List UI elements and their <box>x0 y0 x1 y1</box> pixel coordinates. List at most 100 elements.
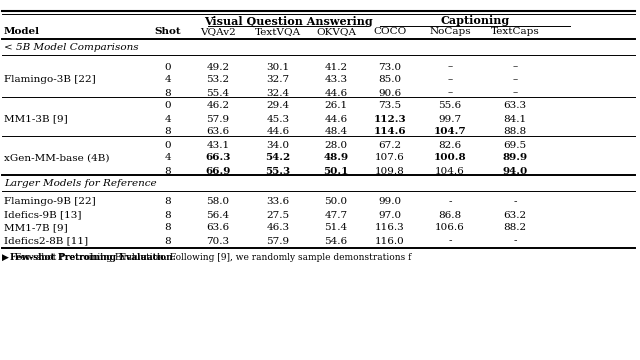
Text: Shot: Shot <box>155 27 181 36</box>
Text: 90.6: 90.6 <box>378 89 401 98</box>
Text: 54.2: 54.2 <box>266 153 291 162</box>
Text: 8: 8 <box>164 237 172 246</box>
Text: NoCaps: NoCaps <box>429 27 471 36</box>
Text: 48.4: 48.4 <box>324 127 348 136</box>
Text: –: – <box>447 63 452 72</box>
Text: Idefics-9B [13]: Idefics-9B [13] <box>4 211 81 220</box>
Text: Idefics2-8B [11]: Idefics2-8B [11] <box>4 237 88 246</box>
Text: MM1-3B [9]: MM1-3B [9] <box>4 114 68 123</box>
Text: 32.7: 32.7 <box>266 76 289 85</box>
Text: 116.0: 116.0 <box>375 237 405 246</box>
Text: 51.4: 51.4 <box>324 224 348 233</box>
Text: 104.6: 104.6 <box>435 166 465 175</box>
Text: 53.2: 53.2 <box>207 76 230 85</box>
Text: 94.0: 94.0 <box>502 166 527 175</box>
Text: < 5B Model Comparisons: < 5B Model Comparisons <box>4 44 139 53</box>
Text: 99.0: 99.0 <box>378 198 401 207</box>
Text: 8: 8 <box>164 198 172 207</box>
Text: 70.3: 70.3 <box>207 237 230 246</box>
Text: 48.9: 48.9 <box>323 153 349 162</box>
Text: Larger Models for Reference: Larger Models for Reference <box>4 180 157 189</box>
Text: OKVQA: OKVQA <box>316 27 356 36</box>
Text: –: – <box>513 89 518 98</box>
Text: Few-shot Pretroining Evaluation.: Few-shot Pretroining Evaluation. <box>10 252 176 261</box>
Text: TextVQA: TextVQA <box>255 27 301 36</box>
Text: 41.2: 41.2 <box>324 63 348 72</box>
Text: 89.9: 89.9 <box>502 153 527 162</box>
Text: –: – <box>447 89 452 98</box>
Text: 50.1: 50.1 <box>323 166 349 175</box>
Text: 63.6: 63.6 <box>207 224 230 233</box>
Text: 97.0: 97.0 <box>378 211 401 220</box>
Text: -: - <box>513 237 516 246</box>
Text: 73.0: 73.0 <box>378 63 401 72</box>
Text: –: – <box>447 76 452 85</box>
Text: 84.1: 84.1 <box>504 114 527 123</box>
Text: Flamingo-3B [22]: Flamingo-3B [22] <box>4 76 96 85</box>
Text: 112.3: 112.3 <box>374 114 406 123</box>
Text: 32.4: 32.4 <box>266 89 289 98</box>
Text: 106.6: 106.6 <box>435 224 465 233</box>
Text: 100.8: 100.8 <box>434 153 467 162</box>
Text: 114.6: 114.6 <box>374 127 406 136</box>
Text: 57.9: 57.9 <box>266 237 289 246</box>
Text: 99.7: 99.7 <box>438 114 461 123</box>
Text: 63.3: 63.3 <box>504 102 527 111</box>
Text: 58.0: 58.0 <box>207 198 230 207</box>
Text: -: - <box>448 198 452 207</box>
Text: 8: 8 <box>164 89 172 98</box>
Text: 0: 0 <box>164 140 172 149</box>
Text: 8: 8 <box>164 127 172 136</box>
Text: 63.2: 63.2 <box>504 211 527 220</box>
Text: 43.3: 43.3 <box>324 76 348 85</box>
Text: 67.2: 67.2 <box>378 140 401 149</box>
Text: 54.6: 54.6 <box>324 237 348 246</box>
Text: 44.6: 44.6 <box>266 127 289 136</box>
Text: 45.3: 45.3 <box>266 114 289 123</box>
Text: TextCaps: TextCaps <box>491 27 540 36</box>
Text: 27.5: 27.5 <box>266 211 289 220</box>
Text: 73.5: 73.5 <box>378 102 401 111</box>
Text: Model: Model <box>4 27 40 36</box>
Text: 66.3: 66.3 <box>205 153 230 162</box>
Text: 34.0: 34.0 <box>266 140 289 149</box>
Text: 88.8: 88.8 <box>504 127 527 136</box>
Text: 8: 8 <box>164 166 172 175</box>
Text: 55.4: 55.4 <box>207 89 230 98</box>
Text: –: – <box>513 63 518 72</box>
Text: 46.3: 46.3 <box>266 224 289 233</box>
Text: 29.4: 29.4 <box>266 102 289 111</box>
Text: 69.5: 69.5 <box>504 140 527 149</box>
Text: 66.9: 66.9 <box>205 166 230 175</box>
Text: 49.2: 49.2 <box>207 63 230 72</box>
Text: 4: 4 <box>164 114 172 123</box>
Text: Captioning: Captioning <box>440 15 509 27</box>
Text: 46.2: 46.2 <box>207 102 230 111</box>
Text: 55.6: 55.6 <box>438 102 461 111</box>
Text: 0: 0 <box>164 102 172 111</box>
Text: Flamingo-9B [22]: Flamingo-9B [22] <box>4 198 96 207</box>
Text: 26.1: 26.1 <box>324 102 348 111</box>
Text: -: - <box>448 237 452 246</box>
Text: 47.7: 47.7 <box>324 211 348 220</box>
Text: 50.0: 50.0 <box>324 198 348 207</box>
Text: 82.6: 82.6 <box>438 140 461 149</box>
Text: 44.6: 44.6 <box>324 114 348 123</box>
Text: Visual Question Answering: Visual Question Answering <box>204 15 372 27</box>
Text: 104.7: 104.7 <box>434 127 467 136</box>
Text: 88.2: 88.2 <box>504 224 527 233</box>
Text: VQAv2: VQAv2 <box>200 27 236 36</box>
Text: COCO: COCO <box>373 27 406 36</box>
Text: 30.1: 30.1 <box>266 63 289 72</box>
Text: 0: 0 <box>164 63 172 72</box>
Text: 56.4: 56.4 <box>207 211 230 220</box>
Text: xGen-MM-base (4B): xGen-MM-base (4B) <box>4 153 109 162</box>
Text: 44.6: 44.6 <box>324 89 348 98</box>
Text: –: – <box>513 76 518 85</box>
Text: 28.0: 28.0 <box>324 140 348 149</box>
Text: -: - <box>513 198 516 207</box>
Text: 107.6: 107.6 <box>375 153 405 162</box>
Text: MM1-7B [9]: MM1-7B [9] <box>4 224 68 233</box>
Text: 33.6: 33.6 <box>266 198 289 207</box>
Text: 8: 8 <box>164 224 172 233</box>
